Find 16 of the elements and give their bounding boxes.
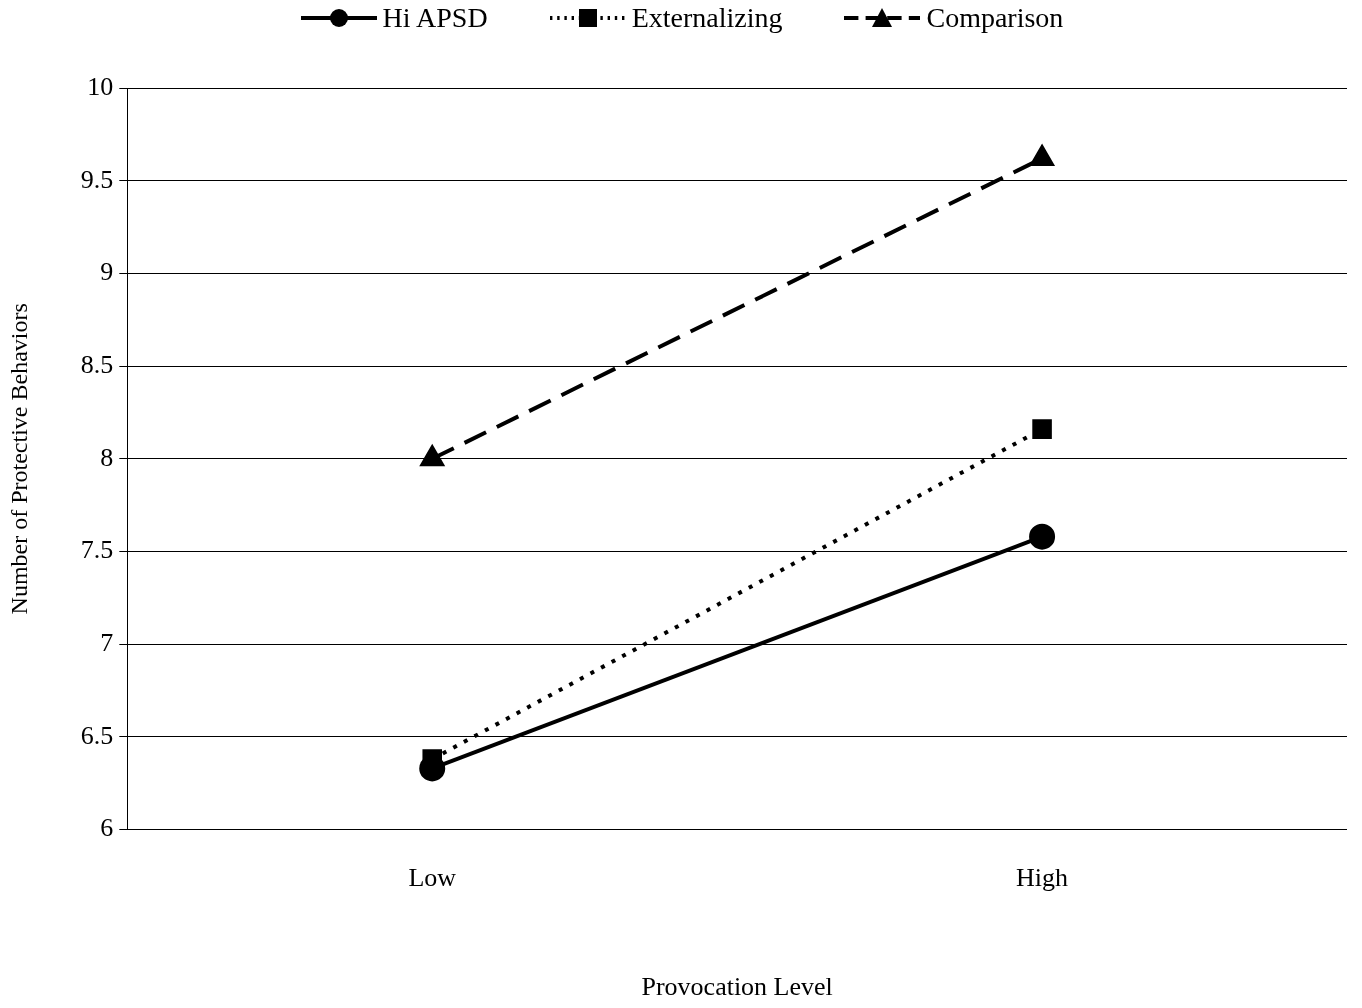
x-tick-label: High — [1016, 863, 1069, 893]
y-tick-label: 7 — [100, 628, 114, 658]
x-tick-label: Low — [408, 863, 457, 893]
y-tick-label: 7.5 — [80, 535, 114, 565]
y-axis-title: Number of Protective Behaviors — [5, 303, 32, 615]
y-tick-label: 6 — [100, 813, 114, 843]
y-tick-label: 8.5 — [80, 349, 114, 379]
y-tick-label: 8 — [100, 442, 114, 472]
y-tick-label: 9 — [100, 257, 114, 287]
y-tick-label: 10 — [87, 71, 114, 101]
legend-label: Externalizing — [631, 2, 783, 34]
y-tick-label: 9.5 — [80, 164, 114, 194]
legend-label: Hi APSD — [382, 2, 488, 34]
x-axis-title: Provocation Level — [641, 972, 833, 1002]
legend-label: Comparison — [926, 2, 1064, 34]
y-tick-label: 6.5 — [80, 720, 114, 750]
